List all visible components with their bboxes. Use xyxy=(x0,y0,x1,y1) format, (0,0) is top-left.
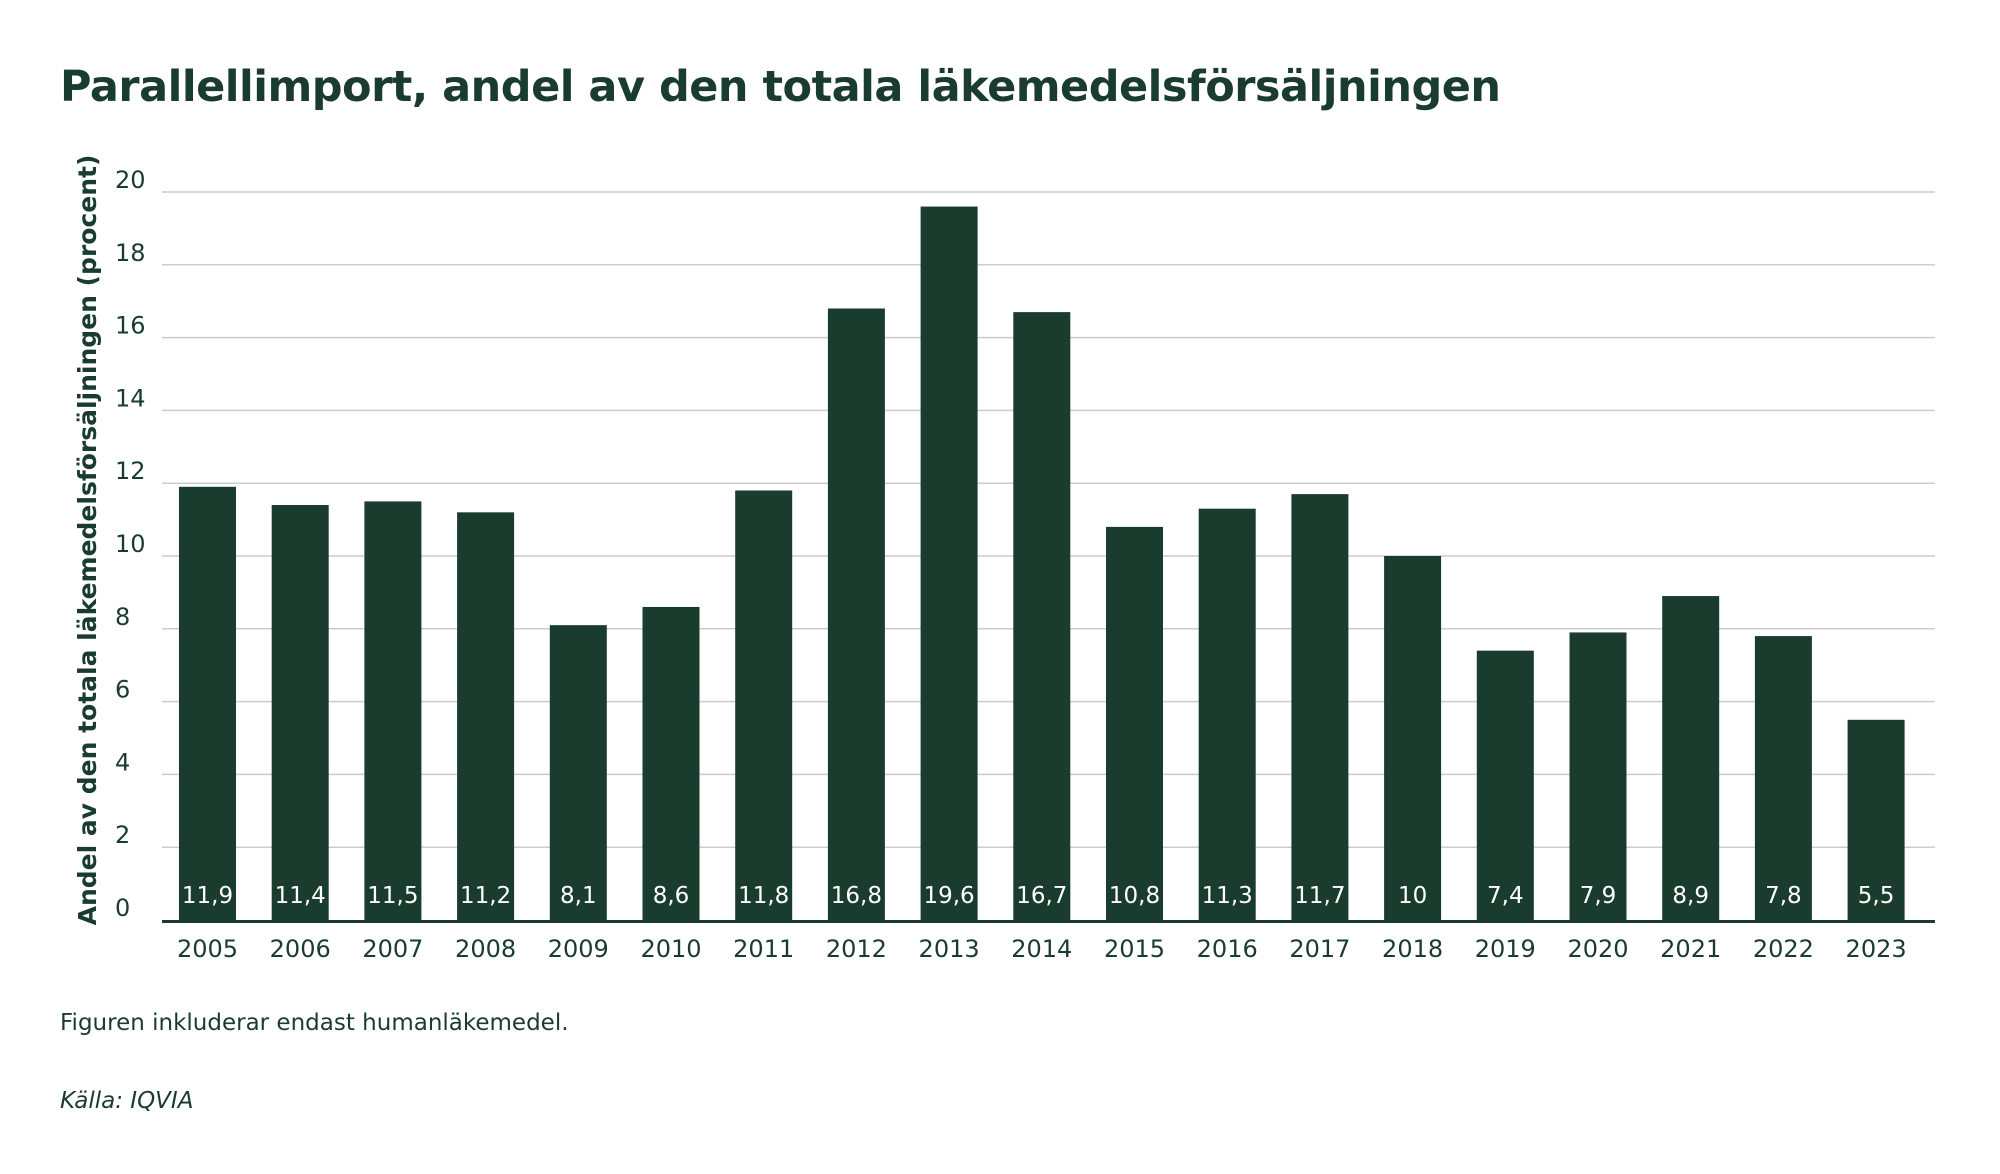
bar-2009 xyxy=(549,625,607,920)
x-tick-label-2013: 2013 xyxy=(919,935,980,963)
data-label-2009: 8,1 xyxy=(560,883,597,909)
bar-2019 xyxy=(1476,650,1534,920)
chart-title: Parallellimport, andel av den totala läk… xyxy=(60,62,1501,112)
bars xyxy=(179,206,1905,921)
bar-2010 xyxy=(642,606,700,920)
x-tick-label-2005: 2005 xyxy=(177,935,238,963)
bar-2018 xyxy=(1384,556,1442,920)
data-labels: 11,9 11,4 11,5 11,2 8,1 8,6 11,8 16,8 19,6 16,7 10… xyxy=(182,883,1894,909)
x-tick-label-2018: 2018 xyxy=(1382,935,1443,963)
y-tick-label: 16 xyxy=(115,312,146,340)
data-label-2007: 11,5 xyxy=(367,883,418,909)
x-tick-label-2012: 2012 xyxy=(826,935,887,963)
bar-2007 xyxy=(364,501,422,920)
x-tick-label-2016: 2016 xyxy=(1197,935,1258,963)
y-tick-label: 18 xyxy=(115,239,146,267)
bar-2013 xyxy=(920,206,978,920)
data-label-2012: 16,8 xyxy=(831,883,882,909)
source-note: Källa: IQVIA xyxy=(60,1088,194,1114)
data-label-2021: 8,9 xyxy=(1672,883,1709,909)
y-tick-label: 14 xyxy=(115,384,146,412)
footnote: Figuren inkluderar endast humanläkemedel… xyxy=(60,1010,569,1036)
bar-2012 xyxy=(827,308,885,921)
bar-2015 xyxy=(1106,526,1163,920)
data-label-2006: 11,4 xyxy=(275,883,326,909)
x-tick-label-2019: 2019 xyxy=(1475,935,1536,963)
data-label-2011: 11,8 xyxy=(738,883,789,909)
x-tick-label-2009: 2009 xyxy=(548,935,609,963)
x-tick-label-2008: 2008 xyxy=(455,935,516,963)
bar-2020 xyxy=(1569,632,1627,920)
y-tick-label: 4 xyxy=(115,748,130,776)
bar-2021 xyxy=(1662,596,1720,920)
data-label-2020: 7,9 xyxy=(1580,883,1617,909)
x-tick-label-2021: 2021 xyxy=(1660,935,1721,963)
y-axis-ticks: 0 2 4 6 8 10 12 14 16 18 20 xyxy=(115,166,146,922)
bar-2011 xyxy=(735,490,793,920)
x-tick-label-2014: 2014 xyxy=(1011,935,1072,963)
bar-2016 xyxy=(1198,508,1256,920)
x-axis-ticks: 2005 2006 2007 2008 2009 2010 2011 2012 2013 2014… xyxy=(177,935,1907,963)
bar-2022 xyxy=(1754,636,1812,920)
y-tick-label: 20 xyxy=(115,166,146,194)
bar-2006 xyxy=(271,505,329,920)
bar-2005 xyxy=(179,486,236,920)
y-tick-label: 0 xyxy=(115,894,130,922)
bar-2014 xyxy=(1013,312,1071,920)
x-tick-label-2010: 2010 xyxy=(640,935,701,963)
x-tick-label-2015: 2015 xyxy=(1104,935,1165,963)
data-label-2015: 10,8 xyxy=(1109,883,1160,909)
data-label-2005: 11,9 xyxy=(182,883,233,909)
data-label-2018: 10 xyxy=(1398,883,1427,909)
bar-2023 xyxy=(1847,719,1905,920)
x-tick-label-2022: 2022 xyxy=(1753,935,1814,963)
data-label-2010: 8,6 xyxy=(653,883,690,909)
data-label-2023: 5,5 xyxy=(1858,883,1895,909)
bar-2008 xyxy=(457,512,515,920)
y-tick-label: 6 xyxy=(115,676,130,704)
data-label-2014: 16,7 xyxy=(1016,883,1067,909)
y-tick-label: 2 xyxy=(115,821,130,849)
data-label-2008: 11,2 xyxy=(460,883,511,909)
x-tick-label-2011: 2011 xyxy=(733,935,794,963)
x-tick-label-2020: 2020 xyxy=(1567,935,1628,963)
x-tick-label-2006: 2006 xyxy=(270,935,331,963)
x-tick-label-2023: 2023 xyxy=(1846,935,1907,963)
bar-2017 xyxy=(1291,494,1349,920)
y-tick-label: 10 xyxy=(115,530,146,558)
y-tick-label: 12 xyxy=(115,457,146,485)
x-tick-label-2017: 2017 xyxy=(1289,935,1350,963)
y-axis-label: Andel av den totala läkemedelsförsäljnin… xyxy=(73,155,102,926)
x-tick-label-2007: 2007 xyxy=(362,935,423,963)
data-label-2013: 19,6 xyxy=(923,883,974,909)
data-label-2017: 11,7 xyxy=(1294,883,1345,909)
data-label-2022: 7,8 xyxy=(1765,883,1802,909)
y-tick-label: 8 xyxy=(115,603,130,631)
data-label-2016: 11,3 xyxy=(1202,883,1253,909)
data-label-2019: 7,4 xyxy=(1487,883,1524,909)
